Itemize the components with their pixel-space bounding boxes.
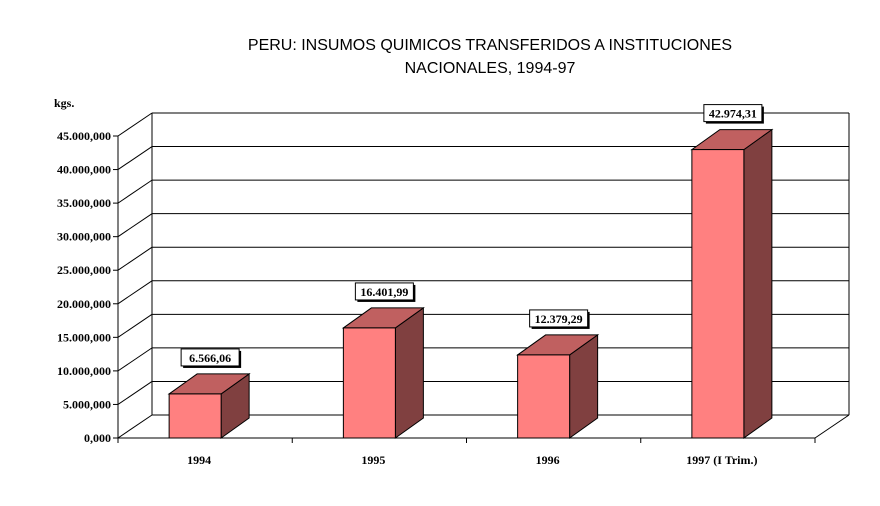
- data-label-box-3: [703, 104, 763, 123]
- bar-side-1: [394, 306, 424, 439]
- x-tick-label-1: 1995: [361, 453, 385, 467]
- gridline-side-7: [117, 179, 153, 204]
- gridline-side-8: [117, 146, 153, 170]
- bar-0: [168, 393, 222, 439]
- gridline-side-3: [117, 313, 153, 338]
- data-label-box-2: [529, 309, 589, 328]
- y-tick-label-5: 25.000,000: [57, 263, 111, 277]
- data-label-box-1: [354, 282, 414, 301]
- chart-title-line-2: NACIONALES, 1994-97: [404, 60, 576, 77]
- floor-right-edge: [814, 414, 850, 439]
- chart-title: PERU: INSUMOS QUIMICOS TRANSFERIDOS A IN…: [240, 34, 740, 80]
- x-tick-label-0: 1994: [187, 453, 211, 467]
- x-tick-label-2: 1996: [536, 453, 560, 467]
- gridline-side-1: [117, 381, 153, 405]
- bar-1: [342, 327, 396, 439]
- gridline-side-0: [117, 414, 153, 439]
- x-tick-label-3: 1997 (I Trim.): [686, 453, 757, 467]
- data-label-2: 12.379,29: [535, 312, 583, 326]
- bar-3: [691, 149, 745, 439]
- data-label-0: 6.566,06: [189, 351, 231, 365]
- bar-side-3: [743, 128, 773, 439]
- data-label-3: 42.974,31: [709, 107, 757, 121]
- data-label-1: 16.401,99: [360, 285, 408, 299]
- y-tick-label-7: 35.000,000: [57, 196, 111, 210]
- chart-title-line-1: PERU: INSUMOS QUIMICOS TRANSFERIDOS A IN…: [247, 37, 733, 54]
- y-tick-label-3: 15.000,000: [57, 330, 111, 344]
- bar-2: [517, 354, 571, 439]
- y-axis-unit-label: kgs.: [54, 96, 75, 110]
- y-tick-label-6: 30.000,000: [57, 230, 111, 244]
- gridline-side-6: [117, 213, 153, 238]
- y-tick-label-0: 0,000: [84, 431, 111, 445]
- y-tick-label-9: 45.000,000: [57, 129, 111, 143]
- y-tick-label-2: 10.000,000: [57, 364, 111, 378]
- gridline-side-9: [117, 112, 153, 137]
- y-tick-label-4: 20.000,000: [57, 297, 111, 311]
- gridline-side-5: [117, 246, 153, 271]
- gridline-side-4: [117, 280, 153, 305]
- y-tick-label-1: 5.000,000: [63, 397, 111, 411]
- y-tick-label-8: 40.000,000: [57, 163, 111, 177]
- data-label-box-0: [180, 348, 240, 367]
- gridline-side-2: [117, 347, 153, 372]
